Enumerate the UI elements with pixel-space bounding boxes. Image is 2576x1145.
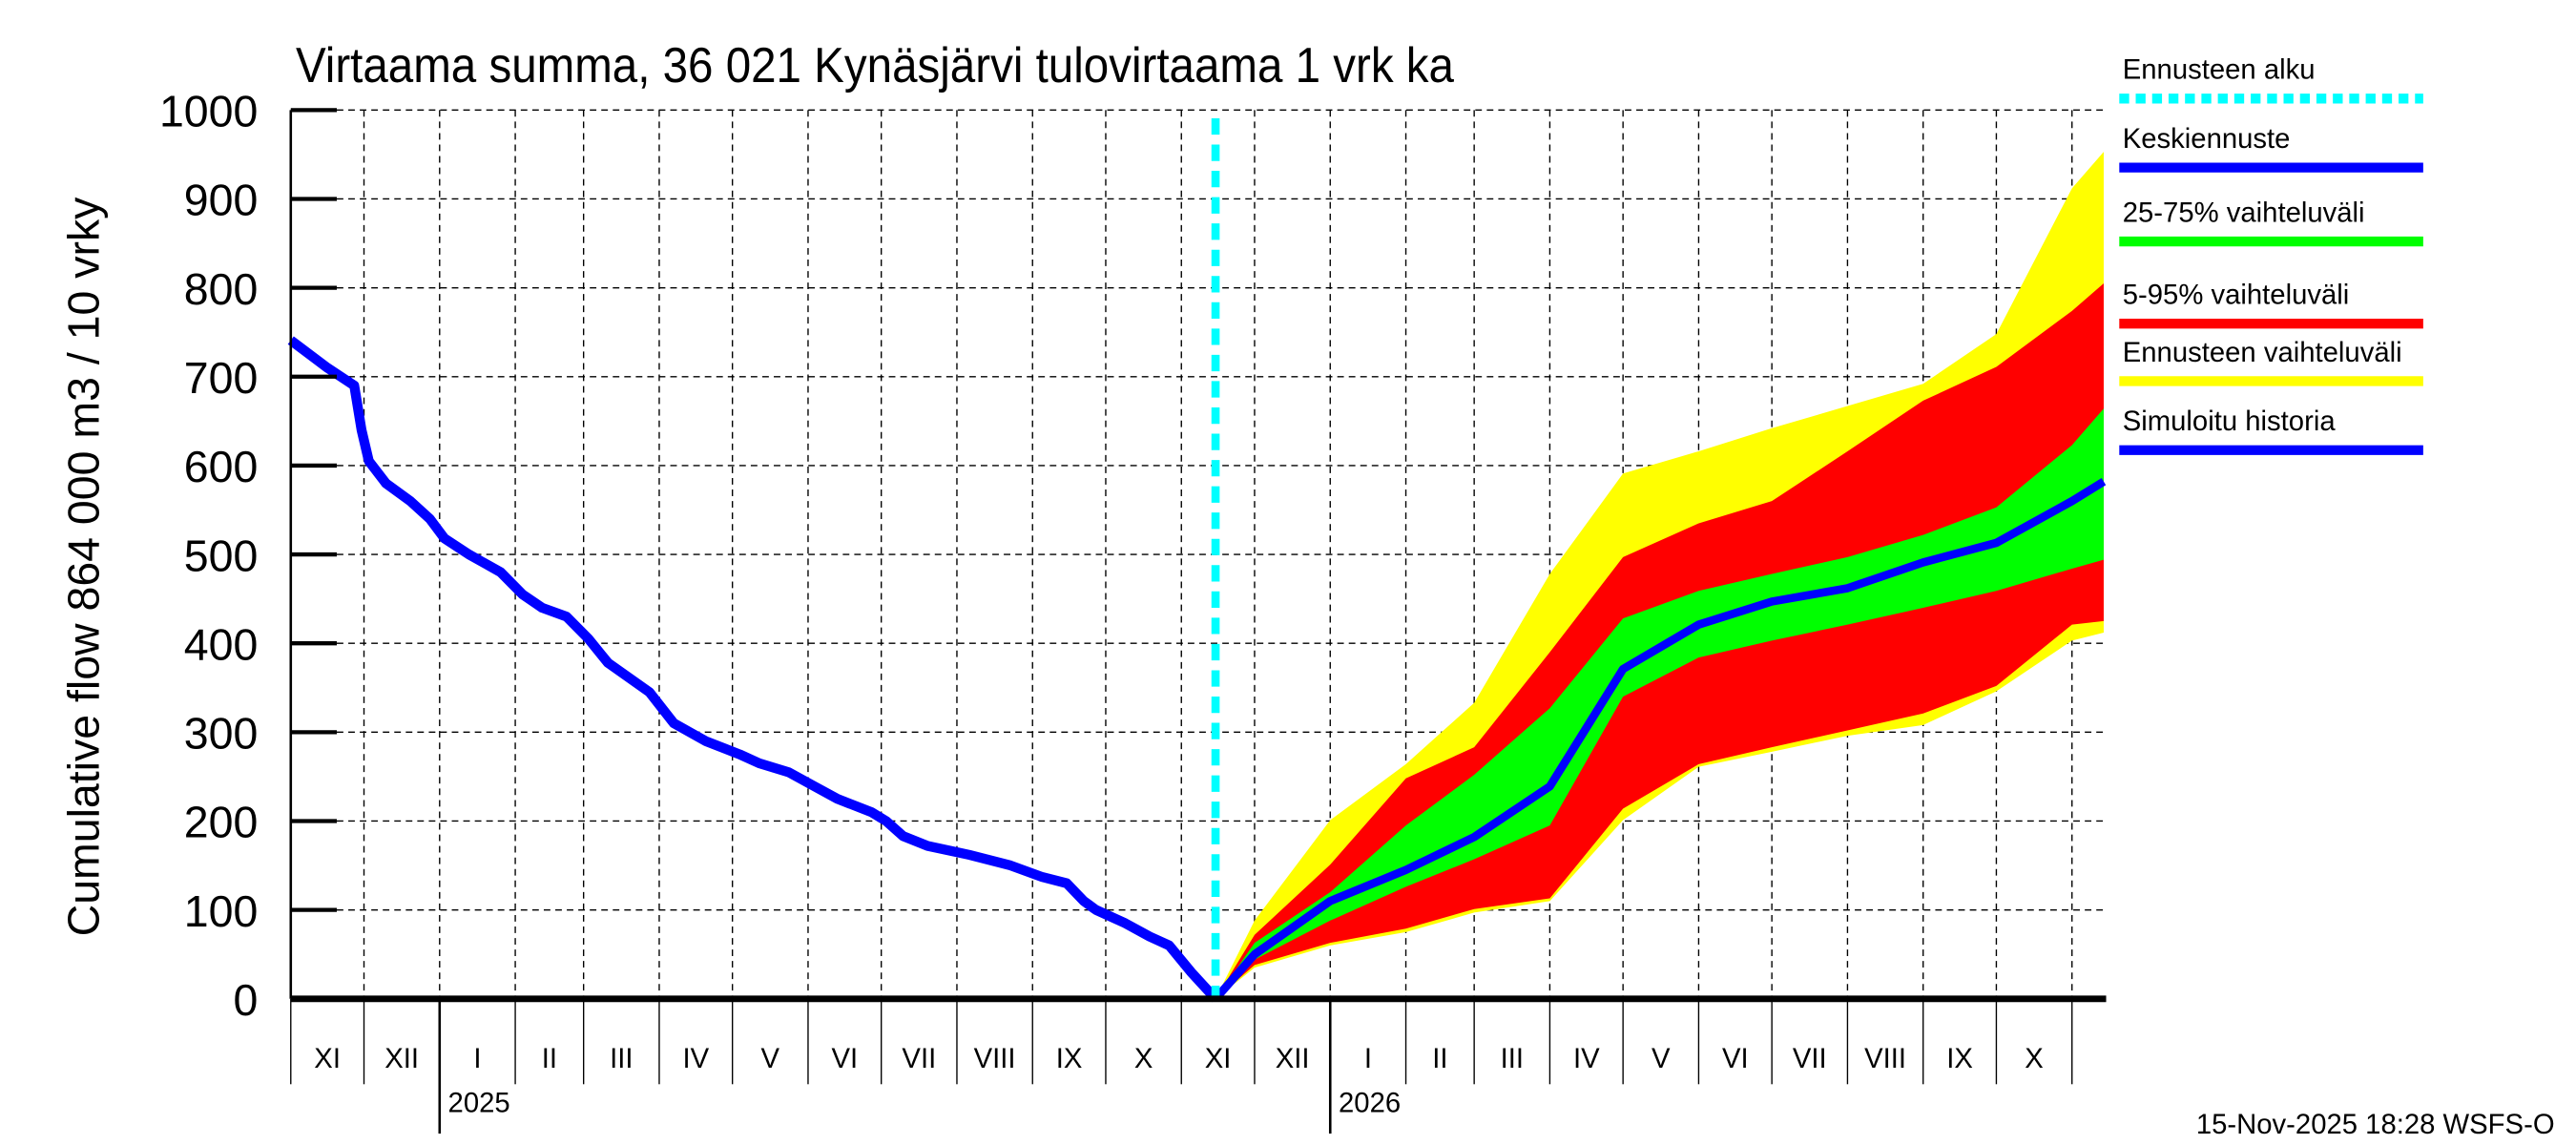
month-label: V — [761, 1044, 780, 1074]
legend-label: Ennusteen alku — [2123, 55, 2316, 86]
month-label: XII — [384, 1044, 419, 1074]
month-label: VII — [902, 1044, 936, 1074]
chart-title: Virtaama summa, 36 021 Kynäsjärvi tulovi… — [296, 37, 1454, 93]
y-tick-label: 800 — [184, 264, 259, 314]
month-label: I — [473, 1044, 481, 1074]
y-tick-label: 300 — [184, 709, 259, 759]
month-label: V — [1652, 1044, 1671, 1074]
month-label: IX — [1946, 1044, 1973, 1074]
month-label: IX — [1056, 1044, 1083, 1074]
month-label: II — [542, 1044, 557, 1074]
month-label: X — [2025, 1044, 2044, 1074]
month-label: XI — [314, 1044, 341, 1074]
month-label: VII — [1793, 1044, 1827, 1074]
y-tick-label: 900 — [184, 176, 259, 225]
month-label: III — [610, 1044, 633, 1074]
y-tick-label: 700 — [184, 353, 259, 403]
month-label: IV — [1573, 1044, 1600, 1074]
series-lines — [287, 117, 2107, 1003]
y-tick-label: 100 — [184, 886, 259, 936]
mean-forecast-line — [1212, 478, 2107, 1002]
month-label: X — [1134, 1044, 1153, 1074]
forecast-bands — [1215, 152, 2104, 999]
legend-label: 5-95% vaihteluväli — [2123, 281, 2350, 311]
y-tick-label: 0 — [233, 975, 258, 1025]
y-tick-label: 1000 — [159, 87, 258, 136]
month-label: IV — [682, 1044, 709, 1074]
month-label: VIII — [1864, 1044, 1906, 1074]
legend: Ennusteen alku Keskiennuste 25-75% vaihtel… — [2119, 55, 2423, 455]
footer-timestamp: 15-Nov-2025 18:28 WSFS-O — [2196, 1110, 2555, 1140]
month-label: VIII — [974, 1044, 1016, 1074]
month-label: VI — [1722, 1044, 1749, 1074]
simulated-history-line — [287, 336, 1219, 1003]
month-label: XI — [1205, 1044, 1232, 1074]
y-tick-label: 500 — [184, 531, 259, 580]
month-label: II — [1432, 1044, 1447, 1074]
legend-label: Keskiennuste — [2123, 124, 2291, 155]
month-label: XII — [1276, 1044, 1310, 1074]
month-label: III — [1501, 1044, 1524, 1074]
axes: XI XII I II III IV V VI VII VIII IX X XI XII I II III IV V… — [159, 87, 2107, 1134]
month-label: I — [1364, 1044, 1372, 1074]
y-tick-label: 200 — [184, 798, 259, 847]
legend-label: Ennusteen vaihteluväli — [2123, 338, 2402, 368]
legend-label: 25-75% vaihteluväli — [2123, 198, 2365, 228]
y-tick-label: 600 — [184, 442, 259, 491]
month-label: VI — [831, 1044, 858, 1074]
legend-label: Simuloitu historia — [2123, 406, 2337, 437]
year-label: 2026 — [1339, 1089, 1401, 1119]
y-axis-label: Cumulative flow 864 000 m3 / 10 vrky — [58, 197, 108, 937]
year-label: 2025 — [448, 1089, 510, 1119]
y-tick-label: 400 — [184, 619, 259, 669]
